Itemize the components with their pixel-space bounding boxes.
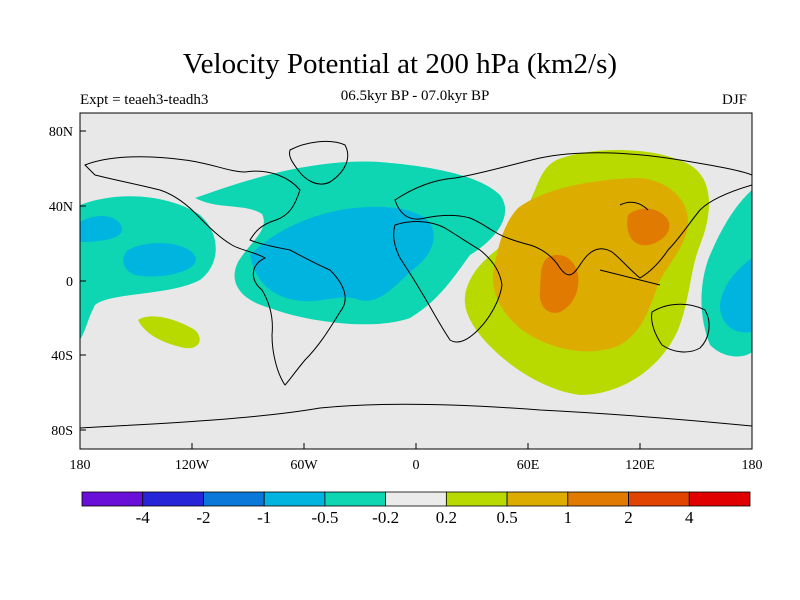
colorbar-label: -4 <box>136 508 151 527</box>
lon-tick-label: 120E <box>625 458 655 473</box>
contour-orange-indian <box>539 254 579 313</box>
contour-orange-east-asia <box>627 208 670 246</box>
latitude-ticks: 80N 40N 0 40S 80S <box>49 125 86 439</box>
season-label: DJF <box>722 92 748 108</box>
colorbar-swatch <box>688 491 751 507</box>
colorbar-label: -0.5 <box>311 508 338 527</box>
colorbar: -4 -2 -1 -0.5 -0.2 0.2 0.5 1 2 4 <box>81 491 751 527</box>
map-title: Velocity Potential at 200 hPa (km2/s) <box>182 48 618 80</box>
colorbar-swatch <box>385 491 447 507</box>
colorbar-swatch <box>445 491 508 507</box>
contour-lime-south-pacific <box>138 316 200 349</box>
lon-tick-label: 60W <box>290 458 318 473</box>
colorbar-label: -2 <box>196 508 210 527</box>
colorbar-label: 4 <box>685 508 694 527</box>
colorbar-label: -0.2 <box>372 508 399 527</box>
colorbar-swatch <box>81 491 144 507</box>
contour-cyan-pacific-west <box>80 216 123 242</box>
colorbar-label: 2 <box>624 508 633 527</box>
colorbar-label: 0.5 <box>496 508 517 527</box>
colorbar-swatch <box>567 491 629 507</box>
field-layer <box>80 113 752 449</box>
lat-tick-label: 0 <box>66 275 73 290</box>
colorbar-label: -1 <box>257 508 271 527</box>
lon-tick-label: 120W <box>175 458 210 473</box>
colorbar-swatch <box>142 491 204 507</box>
colorbar-swatch <box>263 491 326 507</box>
lat-tick-label: 40S <box>51 349 73 364</box>
contour-cyan-indian-east <box>720 258 752 333</box>
coastlines <box>80 140 752 429</box>
lat-tick-label: 80S <box>51 424 73 439</box>
colorbar-label: 0.2 <box>436 508 457 527</box>
longitude-ticks: 180 120W 60W 0 60E 120E 180 <box>70 443 763 473</box>
colorbar-label: 1 <box>564 508 573 527</box>
lat-tick-label: 40N <box>49 200 73 215</box>
lon-tick-label: 60E <box>517 458 540 473</box>
lon-tick-label: 180 <box>70 458 91 473</box>
contour-cyan-atlantic <box>250 206 434 302</box>
colorbar-swatch <box>324 491 387 507</box>
lon-tick-label: 0 <box>413 458 420 473</box>
lat-tick-label: 80N <box>49 125 73 140</box>
experiment-label: Expt = teaeh3-teadh3 <box>80 92 209 108</box>
map-subtitle: 06.5kyr BP - 07.0kyr BP <box>340 88 490 104</box>
colorbar-swatch <box>203 491 265 507</box>
contour-cyan-pacific-central <box>123 243 197 277</box>
colorbar-swatch <box>506 491 569 507</box>
lon-tick-label: 180 <box>742 458 763 473</box>
colorbar-swatch <box>628 491 690 507</box>
